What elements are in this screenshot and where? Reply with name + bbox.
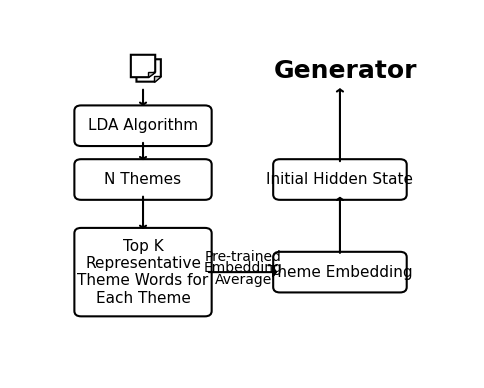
Polygon shape [131,55,155,77]
FancyBboxPatch shape [75,228,212,316]
Text: Theme Embedding: Theme Embedding [268,265,412,280]
FancyBboxPatch shape [273,159,407,200]
Text: Average: Average [214,273,272,287]
Text: LDA Algorithm: LDA Algorithm [88,118,198,133]
FancyBboxPatch shape [273,252,407,293]
Polygon shape [149,72,155,77]
Polygon shape [136,59,161,81]
Text: N Themes: N Themes [105,172,182,187]
Text: Top K
Representative
Theme Words for
Each Theme: Top K Representative Theme Words for Eac… [77,239,209,306]
FancyBboxPatch shape [75,159,212,200]
Text: Embedding: Embedding [204,261,283,275]
Text: Generator: Generator [274,59,417,83]
Text: Pre-trained: Pre-trained [205,250,282,264]
Polygon shape [154,76,161,81]
FancyBboxPatch shape [75,106,212,146]
Text: Initial Hidden State: Initial Hidden State [267,172,413,187]
